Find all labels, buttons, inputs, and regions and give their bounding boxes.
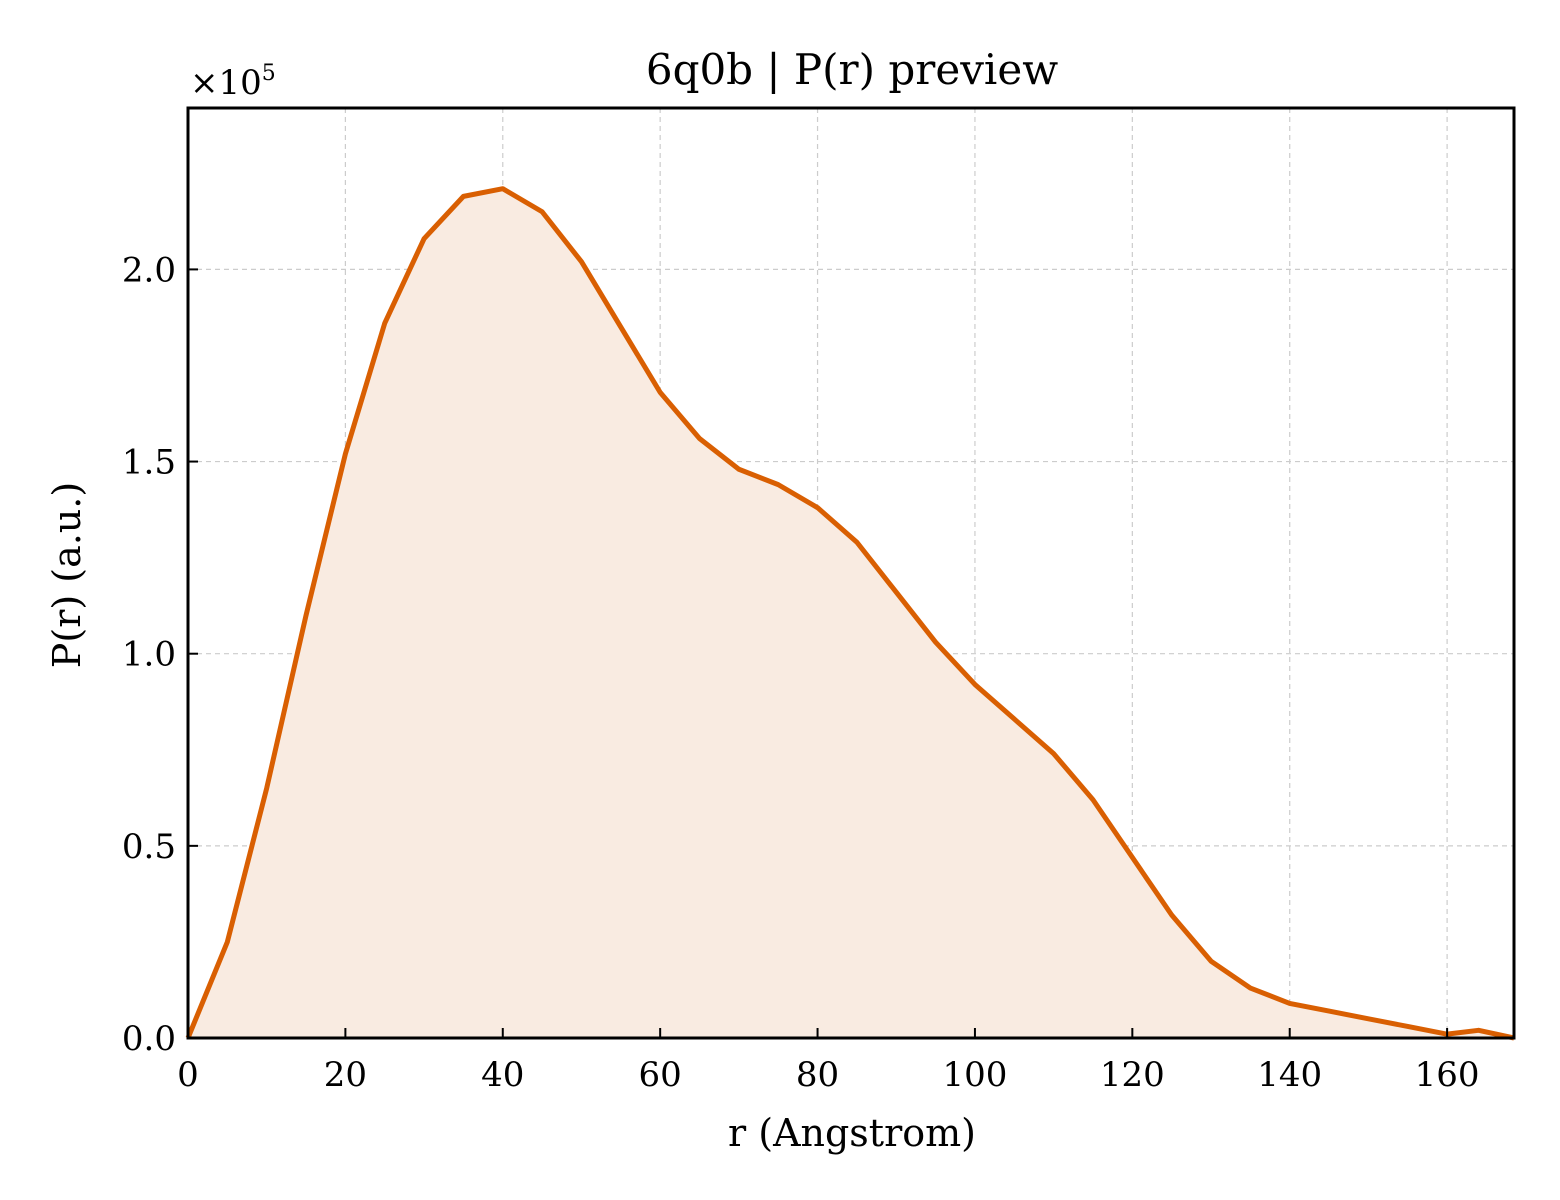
x-tick-label: 60: [639, 1055, 682, 1095]
plot-frame: [186, 106, 1516, 1040]
x-tick-label: 140: [1257, 1055, 1322, 1095]
x-tick-label: 0: [177, 1055, 199, 1095]
x-tick-label: 120: [1100, 1055, 1165, 1095]
x-tick-label: 40: [481, 1055, 524, 1095]
x-tick-label: 20: [324, 1055, 367, 1095]
x-axis-title: r (Angstrom): [728, 1111, 976, 1155]
y-tick-label: 0.5: [122, 827, 176, 867]
pr-series-line: [185, 186, 1515, 1041]
y-axis-offset-base: ×10: [190, 63, 262, 103]
y-tick-label: 1.0: [122, 635, 176, 675]
x-tick-label: 80: [796, 1055, 839, 1095]
ticks-layer: 0 20 40 60 80 100 120 140 160 0.0 0.5 1.0 1.5 2.0: [122, 250, 1480, 1095]
y-tick-label: 1.5: [122, 443, 176, 483]
y-axis-title: P(r) (a.u.): [45, 482, 89, 668]
y-tick-label: 0.0: [122, 1019, 176, 1059]
chart-title: 6q0b | P(r) preview: [646, 45, 1058, 94]
y-axis-offset-label: ×105: [190, 61, 276, 103]
pr-area-fill: [188, 188, 1514, 1038]
x-tick-label: 100: [942, 1055, 1007, 1095]
y-tick-label: 2.0: [122, 250, 176, 290]
y-axis-offset-exponent: 5: [262, 61, 276, 86]
x-tick-label: 160: [1415, 1055, 1480, 1095]
